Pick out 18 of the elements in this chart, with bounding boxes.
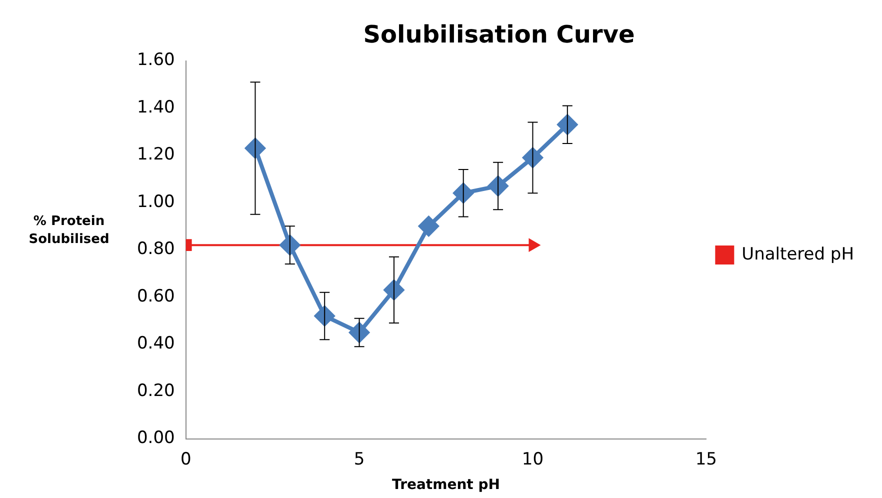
legend-label: Unaltered pH — [742, 244, 854, 264]
x-tick-label: 5 — [354, 449, 365, 470]
y-axis-title: % Protein Solubilised — [28, 213, 110, 249]
y-tick-label: 1.00 — [136, 192, 175, 212]
y-tick-label: 1.40 — [136, 97, 175, 118]
y-tick-label: 0.80 — [136, 239, 175, 260]
x-tick-label: 0 — [180, 449, 192, 470]
chart-title: Solubilisation Curve — [363, 20, 635, 49]
x-tick-label: 10 — [522, 449, 544, 470]
x-tick-label: 15 — [695, 449, 717, 470]
point — [418, 216, 439, 236]
y-tick-label: 0.00 — [136, 428, 175, 448]
x-axis-title: Treatment pH — [392, 477, 500, 494]
y-tick-label: 0.20 — [136, 380, 175, 401]
y-tick-label: 0.60 — [136, 286, 175, 306]
y-tick-label: 0.40 — [136, 334, 175, 354]
y-tick-label: 1.20 — [136, 144, 175, 165]
y-tick-label: 1.60 — [136, 50, 175, 70]
